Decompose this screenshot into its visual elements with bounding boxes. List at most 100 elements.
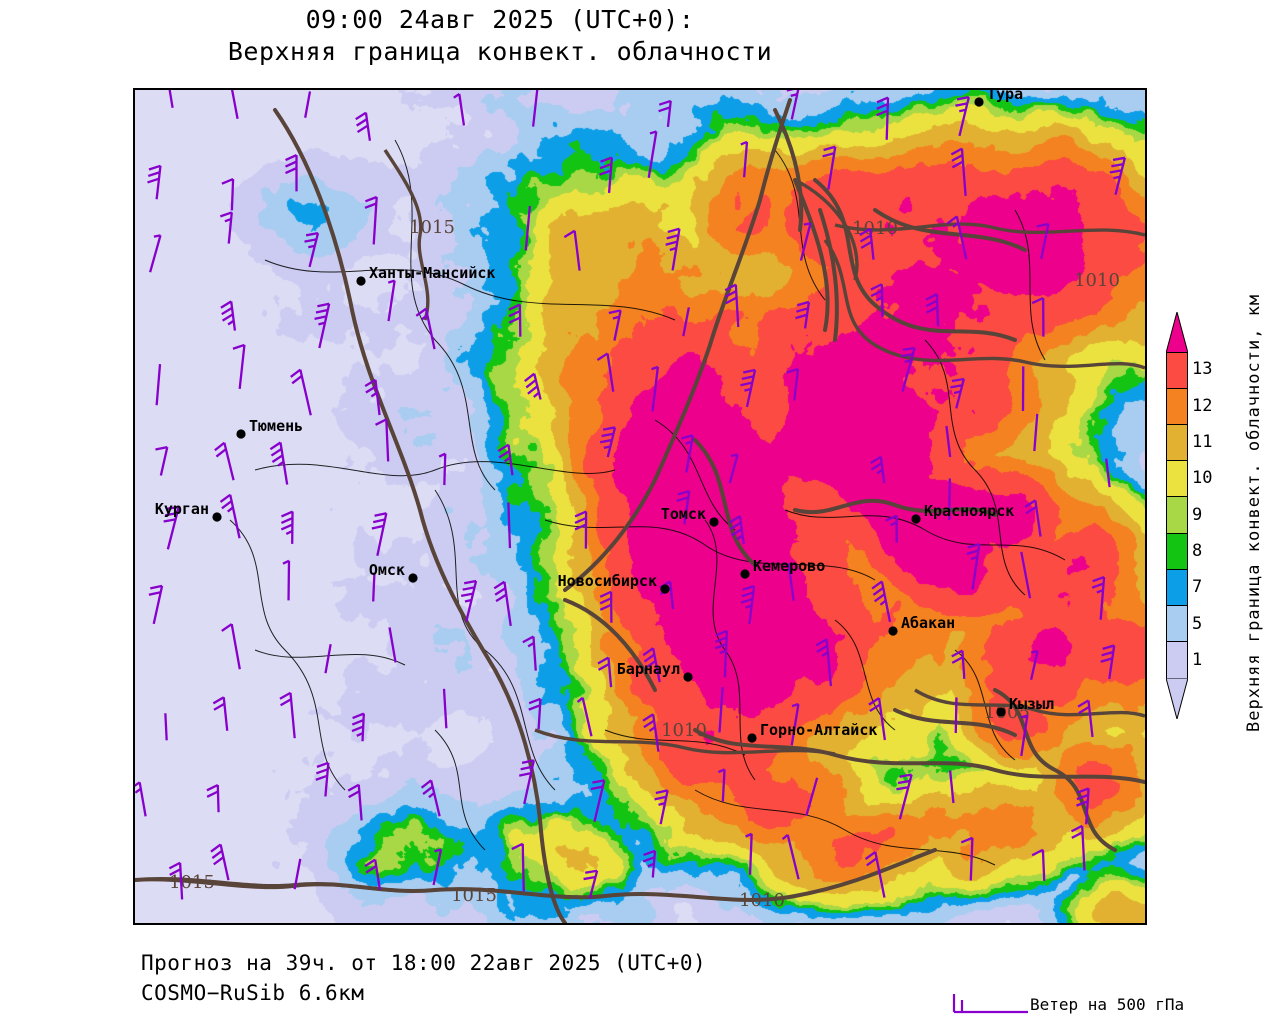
city-label: Горно-Алтайск <box>760 721 877 739</box>
wind-barb <box>371 512 388 557</box>
wind-barb <box>163 505 180 550</box>
wind-barb <box>280 510 294 544</box>
wind-barb <box>528 697 542 730</box>
wind-barb <box>290 368 312 416</box>
wind-barb <box>871 580 892 623</box>
wind-barb <box>1020 551 1032 599</box>
isobar-label: 1010 <box>739 890 785 911</box>
wind-barb <box>955 95 970 137</box>
wind-barb <box>896 773 913 820</box>
wind-barb <box>1031 296 1045 337</box>
colorbar-segment-10 <box>1167 461 1187 498</box>
city-marker[interactable] <box>996 707 1006 717</box>
wind-barb <box>950 377 965 409</box>
wind-barb <box>285 154 298 192</box>
wind-barb <box>740 140 749 178</box>
wind-barb <box>1070 824 1086 871</box>
wind-barb <box>805 777 819 816</box>
page-title: 09:00 24авг 2025 (UTC+0): Верхняя границ… <box>0 4 1000 68</box>
colorbar-tick-1: 1 <box>1192 649 1203 670</box>
colorbar-tick-12: 12 <box>1192 395 1213 416</box>
admin-border <box>1014 209 1046 361</box>
wind-barb <box>147 164 162 200</box>
city-marker[interactable] <box>888 626 898 636</box>
wind-barb <box>822 145 837 190</box>
wind-barb <box>1109 156 1126 195</box>
admin-border <box>694 789 996 866</box>
colorbar-tick-5: 5 <box>1192 613 1203 634</box>
wind-barb <box>164 90 174 108</box>
wind-barb <box>355 111 372 141</box>
city-label: Тура <box>987 90 1023 103</box>
colorbar-tick-9: 9 <box>1192 504 1203 525</box>
wind-barb <box>282 559 291 601</box>
city-marker[interactable] <box>709 517 719 527</box>
wind-barb <box>945 425 952 458</box>
isobar-line <box>135 848 936 902</box>
admin-border <box>434 729 486 851</box>
isobar-line <box>794 178 859 281</box>
wind-barb <box>576 696 593 737</box>
colorbar-legend: 13 12 11 10 9 8 7 5 1 Верхняя граница конвект. о… <box>1160 294 1280 732</box>
city-marker[interactable] <box>236 429 246 439</box>
city-marker[interactable] <box>408 573 418 583</box>
city-marker[interactable] <box>747 733 757 743</box>
wind-barb <box>364 378 381 416</box>
wind-barb <box>966 543 981 590</box>
wind-barb <box>651 365 660 412</box>
wind-barb <box>876 96 890 140</box>
admin-border <box>544 519 876 581</box>
admin-border <box>229 519 346 791</box>
wind-barb <box>387 279 396 322</box>
city-marker[interactable] <box>740 569 750 579</box>
isobar-line <box>383 149 430 321</box>
country-border <box>563 598 657 692</box>
wind-barb <box>155 445 169 476</box>
wind-barb <box>220 300 237 331</box>
country-border <box>813 178 1017 342</box>
colorbar-tick-11: 11 <box>1192 431 1213 452</box>
wind-barb <box>507 502 512 549</box>
weather-map[interactable]: 1015 1010 1010 1010 1005 1015 1015 1010 Тура Хант… <box>133 88 1147 925</box>
forecast-info: Прогноз на 39ч. от 18:00 22авг 2025 (UTC… <box>141 951 707 975</box>
city-marker[interactable] <box>974 97 984 107</box>
wind-barb <box>493 580 512 627</box>
city-marker[interactable] <box>356 276 366 286</box>
wind-barb <box>900 346 916 392</box>
wind-barb <box>279 691 296 739</box>
city-marker[interactable] <box>660 584 670 594</box>
wind-barb <box>1030 649 1039 681</box>
wind-barb <box>815 638 833 687</box>
city-label: Курган <box>155 500 209 518</box>
wind-barb <box>269 441 289 485</box>
wind-barb <box>375 418 390 462</box>
city-label: Новосибирск <box>558 572 657 590</box>
wind-barb <box>583 869 599 899</box>
wind-barb <box>219 211 233 244</box>
colorbar-axis-title: Верхняя граница конвект. облачности, км <box>1244 293 1264 732</box>
model-info: COSMO−RuSib 6.6км <box>141 981 365 1005</box>
wind-barb <box>232 343 246 390</box>
isobar-line <box>834 222 1145 237</box>
isobar-label: 1015 <box>409 217 455 238</box>
city-marker[interactable] <box>212 512 222 522</box>
wind-barb <box>718 687 724 733</box>
isobar-line <box>914 688 1145 718</box>
wind-barb <box>304 231 320 268</box>
country-border <box>993 688 1117 852</box>
wind-legend-label: Ветер на 500 гПа <box>1030 995 1185 1014</box>
admin-border <box>924 339 1026 596</box>
admin-border <box>434 489 556 791</box>
wind-barb <box>1033 413 1039 452</box>
wind-barb <box>229 90 239 120</box>
wind-barb <box>221 623 241 670</box>
city-marker[interactable] <box>911 514 921 524</box>
wind-barb <box>1076 787 1090 825</box>
city-label: Томск <box>661 505 706 523</box>
wind-barb <box>347 783 363 821</box>
footer-text: Прогноз на 39ч. от 18:00 22авг 2025 (UTC… <box>141 948 706 1008</box>
wind-barb <box>1031 848 1046 881</box>
city-marker[interactable] <box>683 672 693 682</box>
wind-barb <box>364 858 382 890</box>
country-border <box>773 108 804 232</box>
